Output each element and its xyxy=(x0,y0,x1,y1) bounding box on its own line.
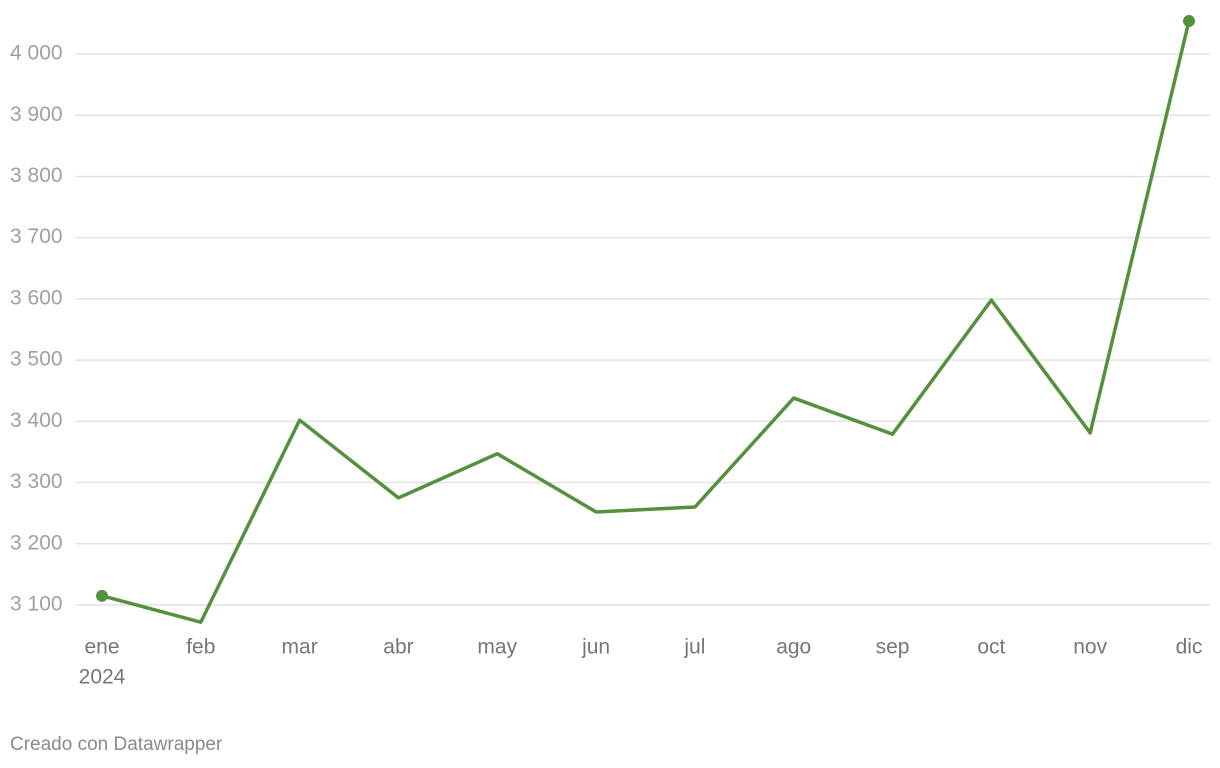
x-tick-label: may xyxy=(477,636,517,659)
x-tick-label: ago xyxy=(776,636,811,659)
y-tick-label: 3 500 xyxy=(10,348,63,371)
x-tick-label: nov xyxy=(1073,636,1107,659)
x-tick-label: mar xyxy=(282,636,318,659)
x-tick-label: ene xyxy=(84,636,119,659)
x-tick-label: sep xyxy=(876,636,910,659)
y-tick-label: 3 600 xyxy=(10,286,63,309)
y-tick-label: 3 300 xyxy=(10,470,63,493)
footer: Creado con Datawrapper xyxy=(10,734,223,755)
y-tick-label: 3 400 xyxy=(10,409,63,432)
line xyxy=(101,20,1191,624)
y-tick-label: 3 100 xyxy=(10,593,63,616)
x-tick-label: dic xyxy=(1176,636,1203,659)
y-tick-label: 3 700 xyxy=(10,225,63,248)
x-tick-label: jul xyxy=(683,636,705,659)
end-marker xyxy=(96,589,108,602)
y-tick-label: 3 900 xyxy=(10,103,63,126)
y-tick-label: 3 800 xyxy=(10,164,63,187)
x-tick-label: abr xyxy=(383,636,413,659)
x-tick-label: feb xyxy=(186,636,215,659)
x-tick-label: oct xyxy=(977,636,1005,659)
x-tick-label: jun xyxy=(581,636,610,659)
x-tick-sublabel: 2024 xyxy=(79,666,126,689)
y-tick-label: 4 000 xyxy=(10,42,63,65)
y-tick-label: 3 200 xyxy=(10,531,63,554)
end-marker xyxy=(1183,14,1195,27)
